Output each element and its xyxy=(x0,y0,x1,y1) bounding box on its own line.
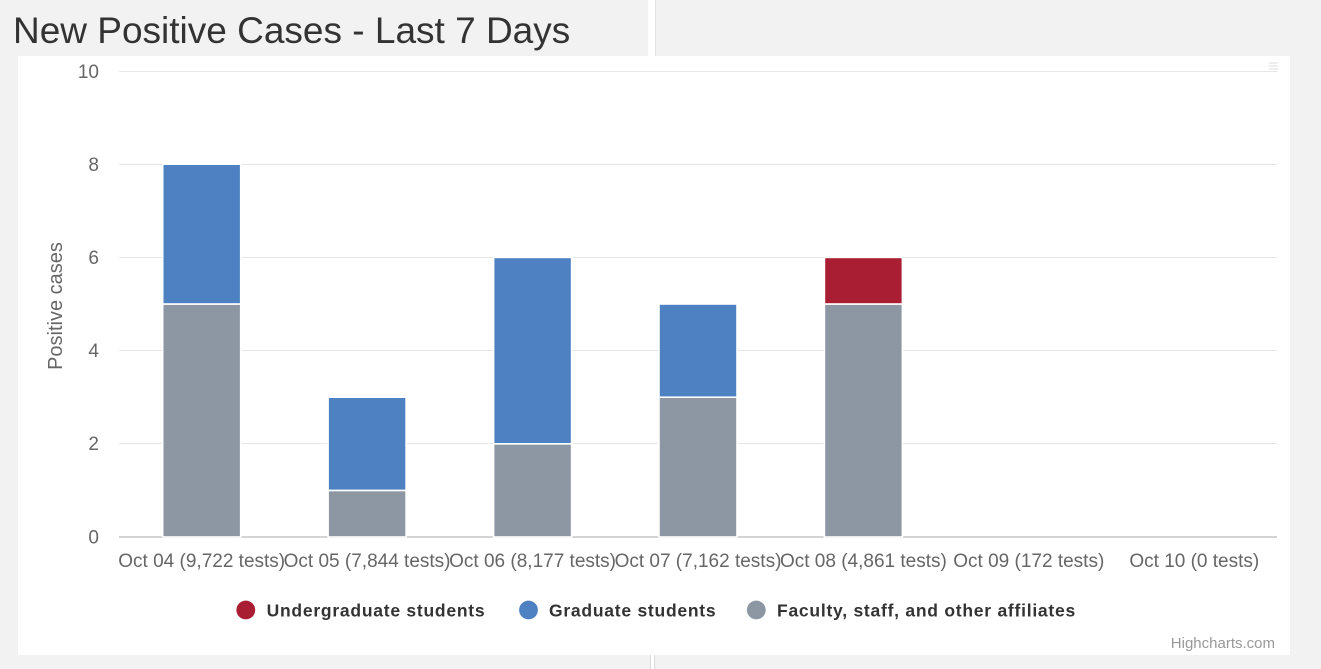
svg-text:Oct 04 (9,722 tests): Oct 04 (9,722 tests) xyxy=(118,551,285,572)
svg-text:Oct 09 (172 tests): Oct 09 (172 tests) xyxy=(953,551,1104,572)
svg-text:0: 0 xyxy=(88,528,99,549)
svg-text:Graduate students: Graduate students xyxy=(549,601,716,621)
svg-text:Oct 05 (7,844 tests): Oct 05 (7,844 tests) xyxy=(284,551,451,572)
svg-text:2: 2 xyxy=(88,434,99,455)
svg-text:Oct 06 (8,177 tests): Oct 06 (8,177 tests) xyxy=(449,551,616,572)
svg-text:Oct 10 (0 tests): Oct 10 (0 tests) xyxy=(1129,551,1259,572)
svg-text:10: 10 xyxy=(78,62,99,83)
svg-text:Positive cases: Positive cases xyxy=(45,242,67,370)
svg-text:Faculty, staff, and other affi: Faculty, staff, and other affiliates xyxy=(777,601,1076,621)
svg-text:4: 4 xyxy=(88,341,99,362)
svg-text:Oct 07 (7,162 tests): Oct 07 (7,162 tests) xyxy=(615,551,782,572)
svg-text:Undergraduate students: Undergraduate students xyxy=(267,601,486,621)
svg-text:Highcharts.com: Highcharts.com xyxy=(1171,635,1275,652)
svg-text:6: 6 xyxy=(88,248,99,269)
svg-text:8: 8 xyxy=(88,155,99,176)
svg-text:Oct 08 (4,861 tests): Oct 08 (4,861 tests) xyxy=(780,551,947,572)
